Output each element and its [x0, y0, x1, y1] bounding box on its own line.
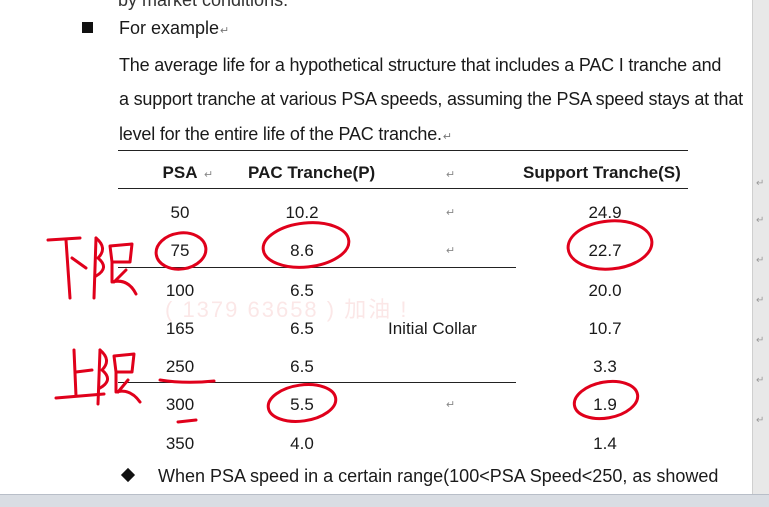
- table-cell-psa: 165: [165, 319, 195, 338]
- table-cell-support: 1.4: [593, 434, 617, 453]
- table-header-rule: [118, 188, 688, 189]
- ink-circle-support-22-7: [566, 219, 654, 271]
- ink-circle-psa-75: [154, 231, 208, 271]
- table-top-rule: [118, 150, 688, 151]
- initial-collar-label: Initial Collar: [388, 319, 477, 338]
- collar-upper-rule: [118, 267, 516, 268]
- table-cell-pac: 5.5: [290, 395, 314, 414]
- collar-lower-rule: [118, 382, 516, 383]
- table-cell-psa: 300: [165, 395, 195, 414]
- square-bullet-icon: [82, 22, 93, 33]
- ink-circle-support-1-9: [572, 379, 640, 421]
- table-cell-support: 20.0: [588, 281, 622, 300]
- table-cell-pac: 4.0: [290, 434, 314, 453]
- final-bullet-text: When PSA speed in a certain range(100<PS…: [158, 466, 719, 486]
- cell-mark: ↵: [446, 207, 456, 219]
- table-cell-pac: 6.5: [290, 281, 314, 300]
- table-cell-pac: 6.5: [290, 357, 314, 376]
- table-cell-support: 1.9: [593, 395, 617, 414]
- para-mark: ↵: [756, 295, 765, 306]
- table-cell-psa: 50: [170, 203, 190, 222]
- header-psa: PSA: [162, 163, 198, 182]
- paragraph-line-1: The average life for a hypothetical stru…: [119, 55, 722, 75]
- ink-circle-pac-5-5: [266, 383, 338, 423]
- example-heading: For example↵: [119, 18, 230, 38]
- paragraph-line-3: level for the entire life of the PAC tra…: [119, 124, 452, 144]
- ink-upper-limit-glyph: [54, 348, 142, 406]
- horizontal-scrollbar[interactable]: [0, 494, 769, 507]
- table-cell-pac: 8.6: [290, 241, 314, 260]
- para-mark: ↵: [756, 415, 765, 426]
- ink-circle-pac-8-6: [261, 221, 351, 269]
- table-cell-psa: 350: [165, 434, 195, 453]
- para-mark: ↵: [756, 255, 765, 266]
- cell-mark: ↵: [446, 169, 456, 181]
- table-cell-support: 3.3: [593, 357, 617, 376]
- cell-mark: ↵: [446, 399, 456, 411]
- header-pac-tranche: PAC Tranche(P): [248, 163, 376, 182]
- table-cell-psa: 250: [165, 357, 195, 376]
- header-support-tranche: Support Tranche(S): [523, 163, 681, 182]
- table-cell-psa: 75: [170, 241, 190, 260]
- paragraph-mark-gutter: ↵ ↵ ↵ ↵ ↵ ↵ ↵: [752, 0, 769, 506]
- para-mark: ↵: [756, 178, 765, 189]
- para-mark: ↵: [756, 375, 765, 386]
- paragraph-line-2: a support tranche at various PSA speeds,…: [119, 89, 743, 109]
- cell-mark: ↵: [204, 169, 214, 181]
- table-cell-psa: 100: [165, 281, 195, 300]
- ink-dash-under-300: [176, 418, 198, 424]
- para-mark: ↵: [756, 335, 765, 346]
- table-cell-pac: 10.2: [285, 203, 319, 222]
- table-cell-support: 10.7: [588, 319, 622, 338]
- cut-off-text: by market conditions.: [118, 0, 289, 10]
- ink-underline-300: [158, 378, 216, 384]
- document-page: [0, 0, 752, 506]
- ink-lower-limit-glyph: [46, 236, 138, 300]
- cell-mark: ↵: [446, 245, 456, 257]
- table-cell-pac: 6.5: [290, 319, 314, 338]
- watermark-text: ( 1379 63658 ) 加油 !: [165, 297, 409, 322]
- table-cell-support: 24.9: [588, 203, 622, 222]
- table-cell-support: 22.7: [588, 241, 622, 260]
- para-mark: ↵: [756, 215, 765, 226]
